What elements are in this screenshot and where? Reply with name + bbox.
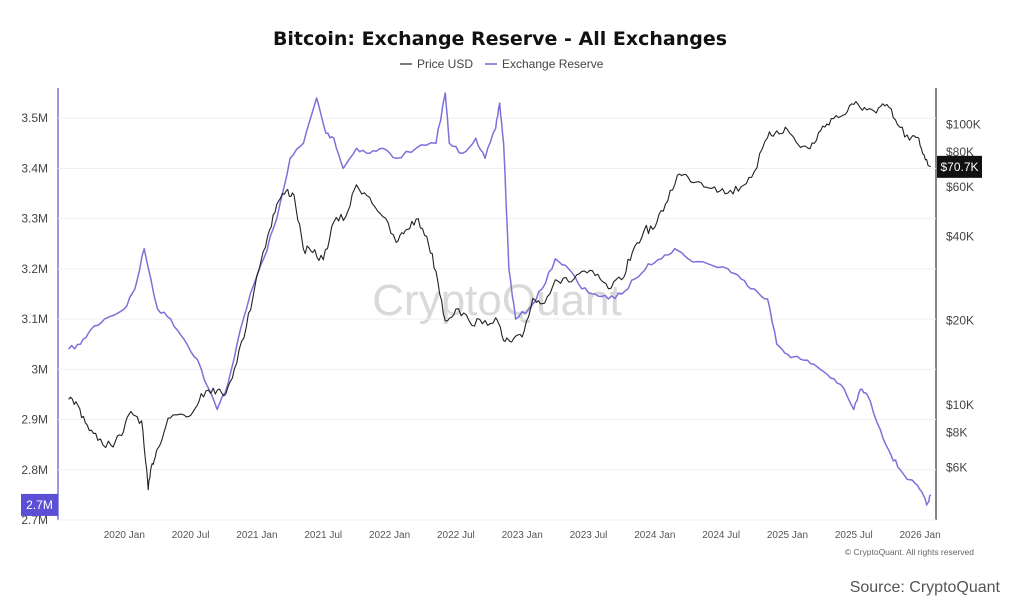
x-tick-label: 2025 Jan xyxy=(767,530,808,541)
price-usd-line xyxy=(68,101,931,491)
x-tick-label: 2023 Jul xyxy=(570,530,608,541)
x-tick-label: 2021 Jul xyxy=(304,530,342,541)
right-tick-label: $40K xyxy=(946,229,974,243)
chart-title: Bitcoin: Exchange Reserve - All Exchange… xyxy=(273,28,727,50)
x-tick-label: 2024 Jul xyxy=(702,530,740,541)
left-tick-label: 2.9M xyxy=(21,413,48,427)
right-tick-label: $20K xyxy=(946,314,974,328)
left-tick-label: 3.4M xyxy=(21,161,48,175)
x-tick-label: 2026 Jan xyxy=(900,530,941,541)
right-tick-label: $6K xyxy=(946,460,967,474)
left-axis-ticks: 2.7M 2.8M 2.9M 3M 3.1M 3.2M 3.3M 3.4M 3.5M xyxy=(21,111,48,527)
x-tick-label: 2024 Jan xyxy=(634,530,675,541)
right-current-badge-label: $70.7K xyxy=(940,160,978,174)
x-axis-ticks: 2020 Jan 2020 Jul 2021 Jan 2021 Jul 2022 Jan… xyxy=(104,530,941,541)
left-current-badge-bg xyxy=(21,493,58,516)
x-tick-label: 2023 Jan xyxy=(502,530,543,541)
left-tick-label: 3.3M xyxy=(21,212,48,226)
watermark: CryptoQuant xyxy=(372,276,621,325)
left-tick-label: 2.7M xyxy=(21,513,48,527)
legend-price-label: Price USD xyxy=(417,57,473,71)
left-tick-label: 3.2M xyxy=(21,262,48,276)
legend-reserve-label: Exchange Reserve xyxy=(502,57,604,71)
left-current-badge: 2.7M xyxy=(21,493,58,516)
left-tick-label: 3M xyxy=(31,362,48,376)
legend: Price USD Exchange Reserve xyxy=(400,57,604,71)
right-tick-label: $10K xyxy=(946,398,974,412)
right-tick-label: $60K xyxy=(946,180,974,194)
x-tick-label: 2020 Jan xyxy=(104,530,145,541)
right-current-badge: $70.7K xyxy=(937,155,982,178)
left-tick-label: 3.5M xyxy=(21,111,48,125)
x-tick-label: 2022 Jan xyxy=(369,530,410,541)
x-tick-label: 2020 Jul xyxy=(172,530,210,541)
right-tick-label: $8K xyxy=(946,425,967,439)
right-tick-label: $80K xyxy=(946,145,974,159)
x-tick-label: 2021 Jan xyxy=(236,530,277,541)
left-tick-label: 2.8M xyxy=(21,463,48,477)
right-tick-label: $100K xyxy=(946,118,981,132)
source-caption: Source: CryptoQuant xyxy=(849,579,1000,596)
right-current-badge-bg xyxy=(937,155,982,178)
left-current-badge-label: 2.7M xyxy=(26,498,53,512)
right-axis-ticks: $6K $8K $10K $20K $40K $60K $80K $100K xyxy=(946,118,981,475)
left-tick-label: 3.1M xyxy=(21,312,48,326)
copyright-notice: © CryptoQuant. All rights reserved xyxy=(845,547,974,557)
exchange-reserve-line xyxy=(68,92,932,506)
x-tick-label: 2022 Jul xyxy=(437,530,475,541)
x-tick-label: 2025 Jul xyxy=(835,530,873,541)
